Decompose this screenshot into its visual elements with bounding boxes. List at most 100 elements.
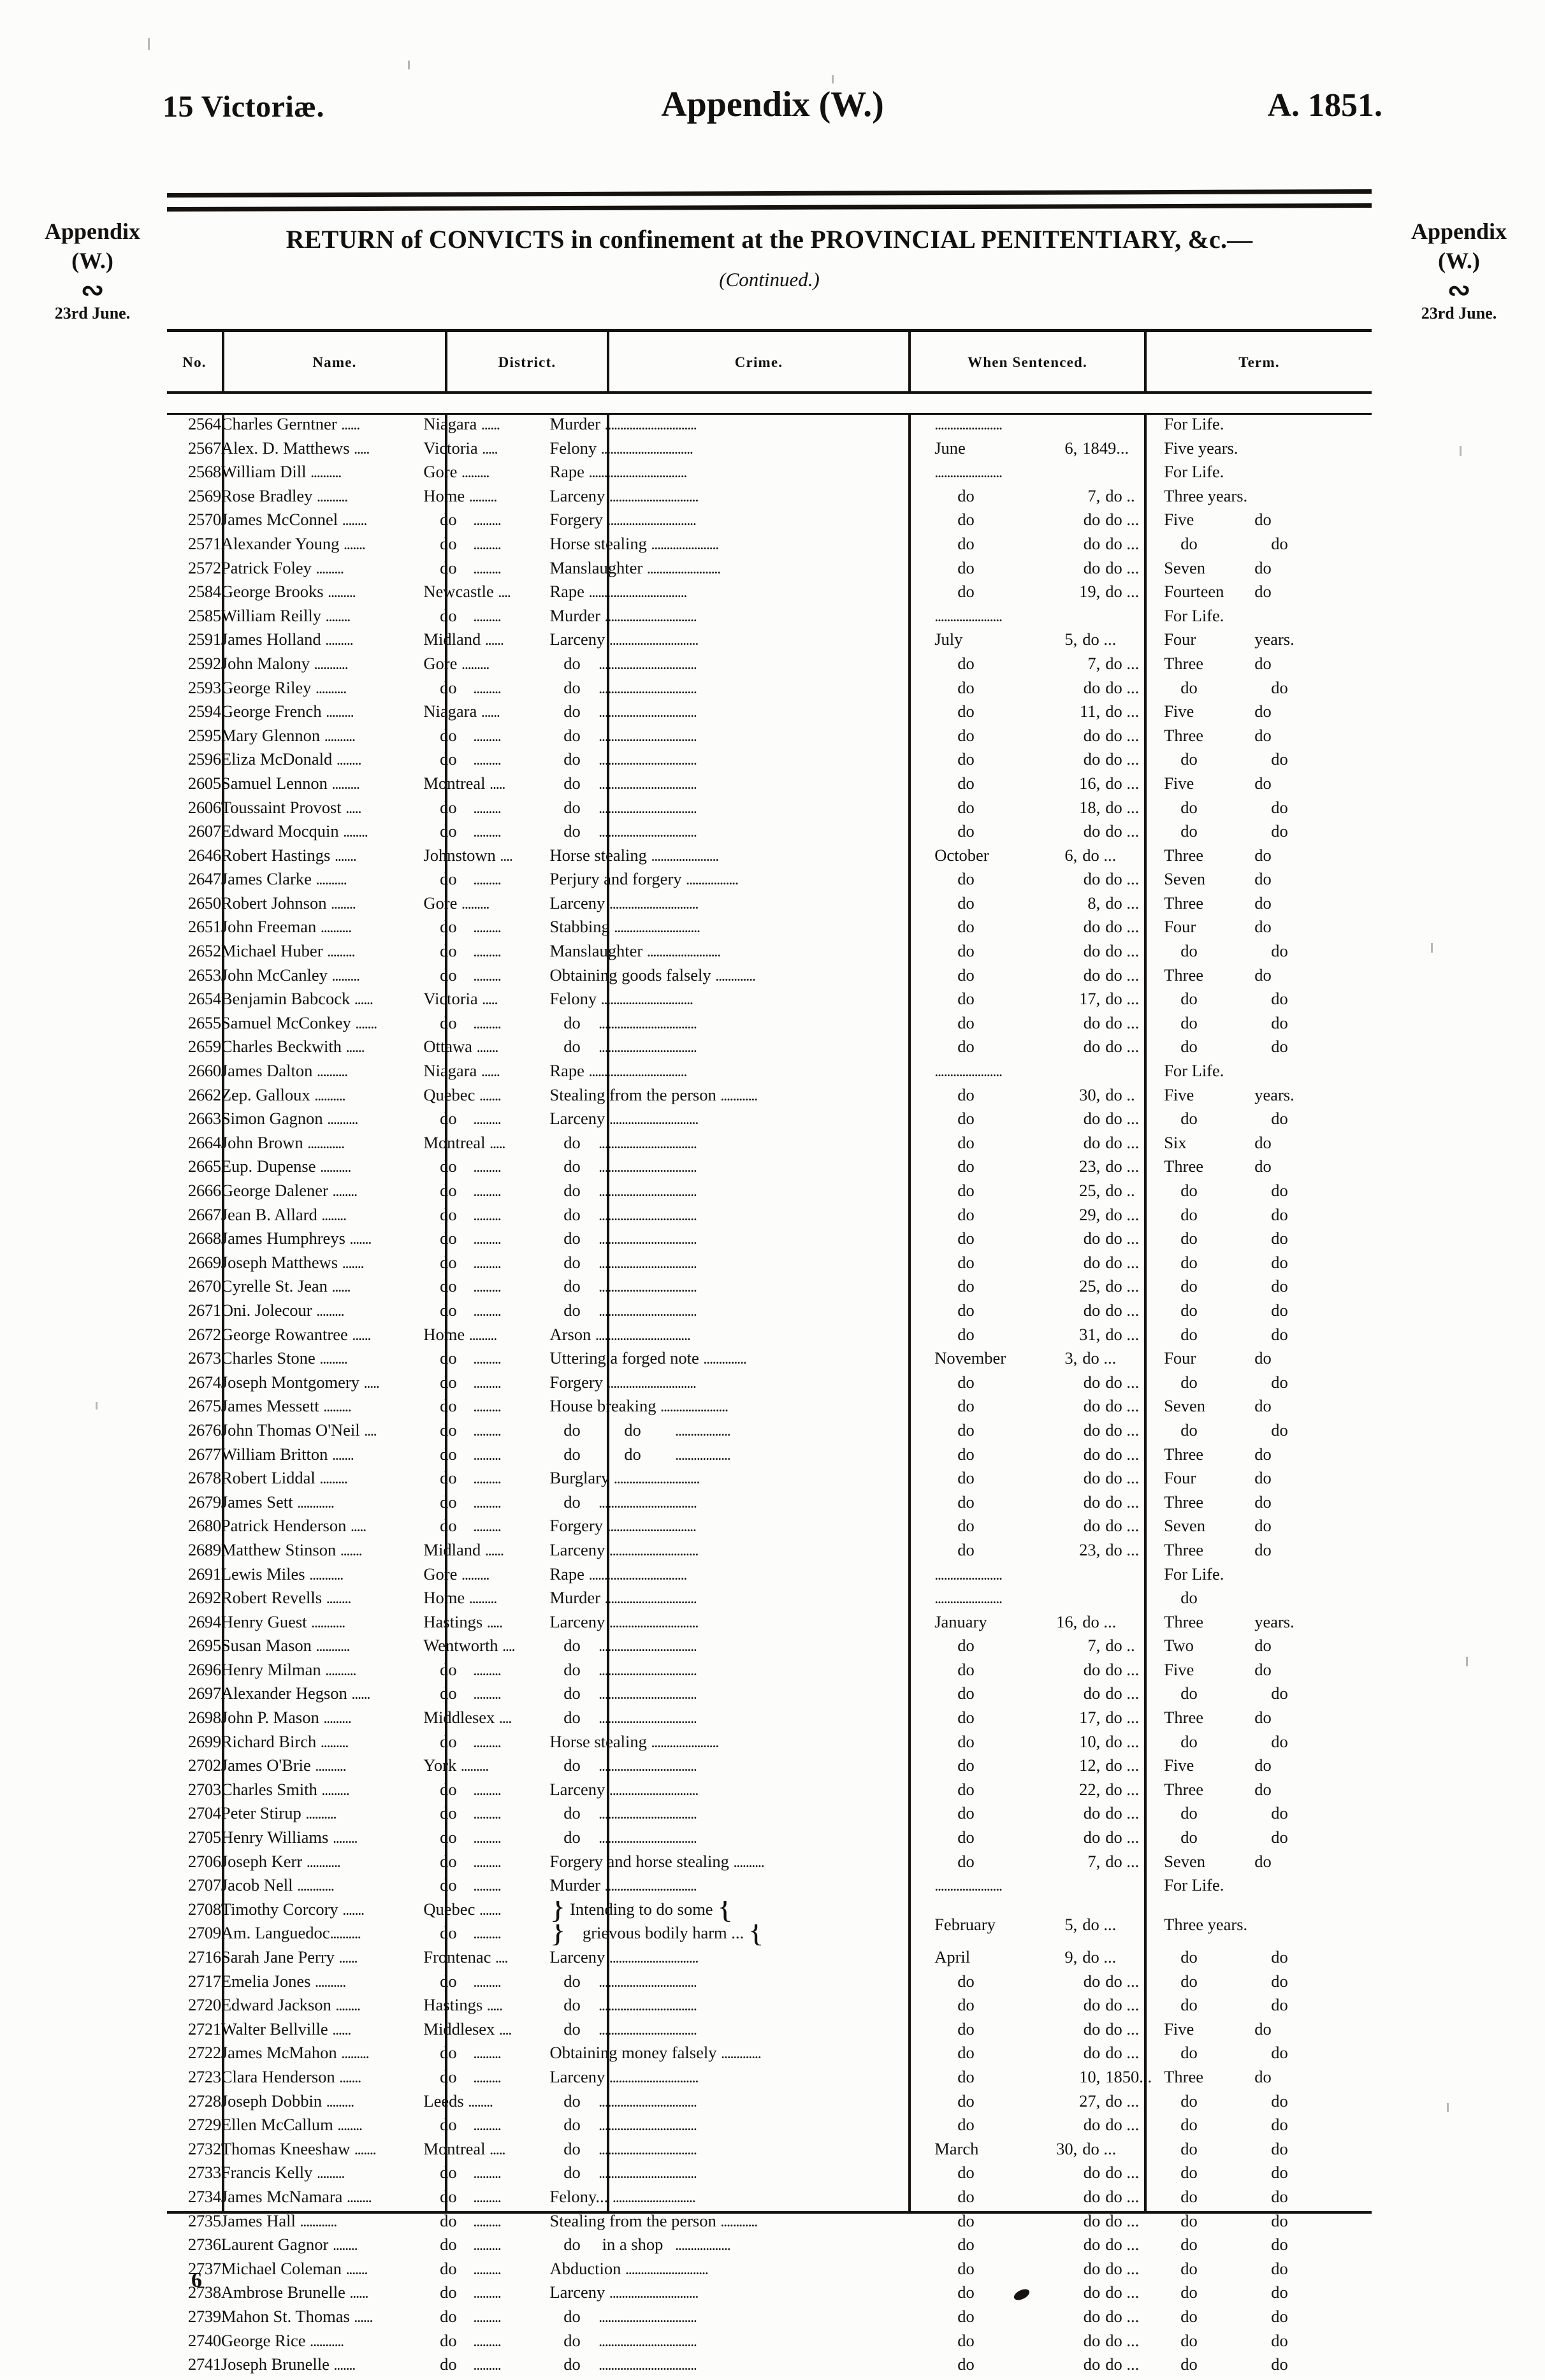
when-month: June xyxy=(934,439,966,458)
cell-crime: do in a shop .................. xyxy=(549,2236,934,2260)
term-value: Two xyxy=(1164,1637,1194,1655)
cell-when-sentenced: do do do ... xyxy=(934,559,1164,584)
cell-no: 2655 xyxy=(188,1014,221,1032)
when-day: 3, xyxy=(1064,1350,1078,1368)
when-day: 29, xyxy=(1079,1206,1101,1224)
cell-no: 2729 xyxy=(188,2116,221,2135)
convict-name: William Dill xyxy=(221,463,307,482)
district-value: do xyxy=(440,1014,457,1032)
term-ditto: do xyxy=(1271,1014,1288,1032)
when-month: do xyxy=(957,1014,975,1032)
table-row: 2741 Joseph Brunelle ....... do......... do… xyxy=(167,2356,1372,2380)
when-day: do xyxy=(1083,1110,1101,1129)
cell-crime: Stealing from the person ............ xyxy=(549,1086,758,1104)
convict-name: Michael Coleman xyxy=(221,2260,342,2278)
margin-note-left-line2: (W.) xyxy=(71,248,113,274)
when-month: do xyxy=(957,1158,975,1176)
cell-crime: do ................................ xyxy=(549,1206,934,1230)
table-row: 2570 James McConnel ........ do......... Fo… xyxy=(167,511,1372,535)
convict-name: Susan Mason xyxy=(221,1637,312,1655)
term-value: do xyxy=(1180,2140,1198,2158)
district-value: do xyxy=(440,1230,457,1248)
term-value: do xyxy=(1180,1253,1198,1272)
term-value: do xyxy=(1180,1038,1198,1057)
term-value: do xyxy=(1180,1110,1198,1129)
convict-name: Edward Jackson xyxy=(221,1996,331,2015)
cell-district: do......... xyxy=(423,1110,549,1134)
cell-no: 2664 xyxy=(188,1134,221,1152)
cell-name: Joseph Matthews ....... xyxy=(221,1253,365,1272)
cell-no: 2699 xyxy=(188,1733,221,1751)
district-value: do xyxy=(440,559,457,577)
when-year: do ... xyxy=(1105,703,1140,721)
cell-district: do......... xyxy=(423,1685,549,1709)
convict-name: John Malony xyxy=(221,654,310,673)
table-row: 2703 Charles Smith ......... do......... La… xyxy=(167,1781,1372,1805)
cell-name: James Sett ............ xyxy=(221,1493,335,1511)
table-row: 2572 Patrick Foley ......... do......... Ma… xyxy=(167,559,1372,584)
convict-name: Ellen McCallum xyxy=(221,2116,333,2135)
cell-term: Seven do xyxy=(1164,1517,1372,1541)
cell-no: 2594 xyxy=(188,703,221,721)
crime-value: do xyxy=(563,1996,581,2015)
district-value: do xyxy=(440,751,457,769)
cell-when-sentenced: ...................... xyxy=(934,1566,1003,1583)
when-day: do xyxy=(1083,751,1101,769)
cell-term: Three do xyxy=(1164,1158,1372,1182)
cell-when-sentenced: do 29, do ... xyxy=(934,1206,1164,1230)
cell-no: 2677 xyxy=(188,1445,221,1464)
cell-term: do do xyxy=(1164,799,1372,823)
cell-term: Five do xyxy=(1164,1757,1372,1781)
table-row: 2665 Eup. Dupense .......... do......... do… xyxy=(167,1158,1372,1182)
cell-district: do......... xyxy=(423,942,549,967)
cell-term: do do xyxy=(1164,2188,1372,2212)
when-month: do xyxy=(957,990,975,1009)
cell-name: Oni. Jolecour ......... xyxy=(221,1301,345,1320)
cell-no: 2694 xyxy=(188,1613,221,1631)
cell-name: Patrick Henderson ..... xyxy=(221,1517,366,1536)
term-ditto: do xyxy=(1254,654,1272,673)
when-year: do ... xyxy=(1105,1709,1140,1727)
when-year: do ... xyxy=(1105,918,1140,937)
term-value: do xyxy=(1180,1996,1198,2015)
term-ditto: do xyxy=(1271,823,1288,841)
term-ditto: do xyxy=(1271,1230,1288,1248)
cell-district: do......... xyxy=(423,2164,549,2188)
crime-value: do xyxy=(563,1685,581,1703)
cell-when-sentenced: do do do ... xyxy=(934,2188,1164,2212)
cell-when-sentenced: do do do ... xyxy=(934,1805,1164,1829)
cell-name: John Malony ........... xyxy=(221,654,349,673)
cell-term: do do xyxy=(1164,1014,1372,1039)
col-rule-name-body xyxy=(445,414,447,2212)
convict-name: James Humphreys xyxy=(221,1230,345,1248)
cell-district: Newcastle .... xyxy=(423,583,511,602)
cell-term: do do xyxy=(1164,1949,1372,1973)
when-month: do xyxy=(957,1445,975,1464)
cell-district: do......... xyxy=(423,1805,549,1829)
cell-name: Jean B. Allard ........ xyxy=(221,1206,347,1224)
cell-no: 2605 xyxy=(188,774,221,793)
cell-crime: do ................................ xyxy=(549,1829,934,1853)
term-ditto: do xyxy=(1254,1541,1272,1559)
when-year: do ... xyxy=(1082,1915,1117,1935)
crime-value: do xyxy=(563,1278,581,1296)
cell-term: Three do xyxy=(1164,1541,1372,1566)
when-month: do xyxy=(957,726,975,745)
when-year: do ... xyxy=(1105,2356,1140,2374)
cell-name: John Brown ............ xyxy=(221,1134,345,1152)
when-month: November xyxy=(934,1350,1006,1368)
crime-value: do xyxy=(563,2307,581,2326)
when-day: 6, xyxy=(1064,439,1078,458)
district-value: do xyxy=(440,1206,457,1224)
when-day: do xyxy=(1083,2044,1101,2063)
cell-term: Three years. xyxy=(1164,487,1372,512)
cell-term: do do xyxy=(1164,1110,1372,1134)
term-value: Seven xyxy=(1164,870,1205,889)
term-value: Five xyxy=(1164,1757,1194,1775)
term-ditto: do xyxy=(1271,1685,1288,1703)
cell-term: Five do xyxy=(1164,511,1372,535)
when-month: do xyxy=(957,1373,975,1392)
cell-when-sentenced: do do do ... xyxy=(934,1038,1164,1062)
term-ditto: do xyxy=(1271,2092,1288,2110)
term-ditto: do xyxy=(1254,894,1272,912)
